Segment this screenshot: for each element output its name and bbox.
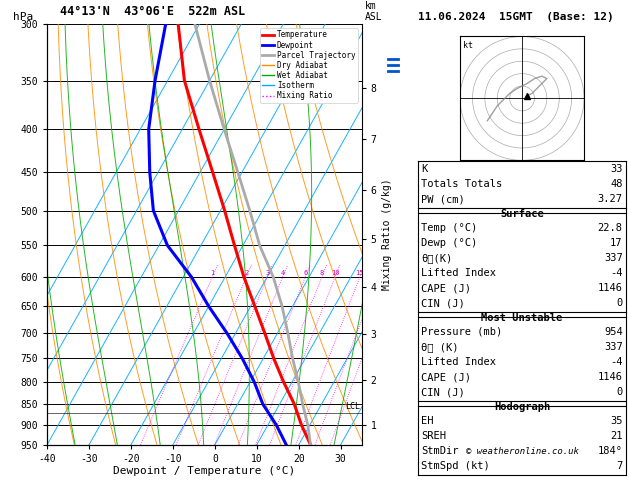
- Text: 33: 33: [610, 164, 623, 174]
- Text: Lifted Index: Lifted Index: [421, 268, 496, 278]
- Text: Temp (°C): Temp (°C): [421, 223, 477, 233]
- Text: Most Unstable: Most Unstable: [481, 313, 563, 323]
- Text: θᴀ(K): θᴀ(K): [421, 253, 453, 263]
- Text: Totals Totals: Totals Totals: [421, 179, 503, 190]
- Legend: Temperature, Dewpoint, Parcel Trajectory, Dry Adiabat, Wet Adiabat, Isotherm, Mi: Temperature, Dewpoint, Parcel Trajectory…: [260, 28, 358, 103]
- Text: K: K: [421, 164, 428, 174]
- Text: CAPE (J): CAPE (J): [421, 372, 471, 382]
- Text: 3.27: 3.27: [598, 194, 623, 205]
- Text: 48: 48: [610, 179, 623, 190]
- Text: PW (cm): PW (cm): [421, 194, 465, 205]
- Text: SREH: SREH: [421, 431, 447, 441]
- Text: 22.8: 22.8: [598, 223, 623, 233]
- Text: 10: 10: [331, 270, 339, 276]
- Text: © weatheronline.co.uk: © weatheronline.co.uk: [465, 447, 579, 456]
- Text: CIN (J): CIN (J): [421, 298, 465, 308]
- Text: 8: 8: [320, 270, 324, 276]
- Y-axis label: Mixing Ratio (g/kg): Mixing Ratio (g/kg): [382, 179, 392, 290]
- Text: Dewp (°C): Dewp (°C): [421, 238, 477, 248]
- Text: 1: 1: [210, 270, 214, 276]
- Text: 35: 35: [610, 416, 623, 426]
- Text: Hodograph: Hodograph: [494, 402, 550, 412]
- Text: 11.06.2024  15GMT  (Base: 12): 11.06.2024 15GMT (Base: 12): [418, 12, 614, 22]
- Text: 7: 7: [616, 461, 623, 471]
- Text: 3: 3: [265, 270, 269, 276]
- Text: 337: 337: [604, 342, 623, 352]
- Text: -4: -4: [610, 357, 623, 367]
- Text: 0: 0: [616, 387, 623, 397]
- Text: StmDir: StmDir: [421, 446, 459, 456]
- Text: EH: EH: [421, 416, 434, 426]
- Text: 1146: 1146: [598, 372, 623, 382]
- Text: 15: 15: [355, 270, 364, 276]
- Text: 21: 21: [610, 431, 623, 441]
- Text: km
ASL: km ASL: [365, 1, 382, 22]
- Text: 1146: 1146: [598, 283, 623, 293]
- Text: Surface: Surface: [500, 209, 544, 219]
- Text: Lifted Index: Lifted Index: [421, 357, 496, 367]
- Text: kt: kt: [462, 41, 472, 51]
- X-axis label: Dewpoint / Temperature (°C): Dewpoint / Temperature (°C): [113, 467, 296, 476]
- Text: 4: 4: [281, 270, 285, 276]
- Text: StmSpd (kt): StmSpd (kt): [421, 461, 490, 471]
- Text: Pressure (mb): Pressure (mb): [421, 327, 503, 337]
- Text: 2: 2: [244, 270, 248, 276]
- Text: LCL: LCL: [345, 402, 360, 411]
- Text: -4: -4: [610, 268, 623, 278]
- Text: 17: 17: [610, 238, 623, 248]
- Text: 337: 337: [604, 253, 623, 263]
- Text: 0: 0: [616, 298, 623, 308]
- Text: θᴀ (K): θᴀ (K): [421, 342, 459, 352]
- Text: 6: 6: [303, 270, 308, 276]
- Text: hPa: hPa: [13, 12, 33, 22]
- Text: CIN (J): CIN (J): [421, 387, 465, 397]
- Text: CAPE (J): CAPE (J): [421, 283, 471, 293]
- Text: 954: 954: [604, 327, 623, 337]
- Text: 184°: 184°: [598, 446, 623, 456]
- Text: 44°13'N  43°06'E  522m ASL: 44°13'N 43°06'E 522m ASL: [60, 5, 245, 18]
